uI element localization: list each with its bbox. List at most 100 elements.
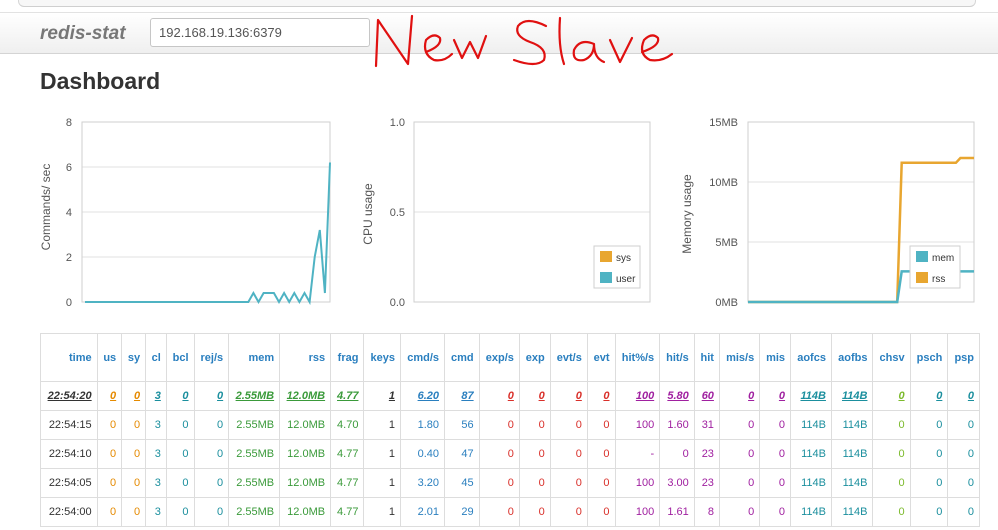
- table-cell: 0: [165, 439, 195, 469]
- table-cell: 0: [165, 410, 195, 440]
- cpu-ylabel: CPU usage: [361, 183, 375, 245]
- table-cell: 0: [947, 381, 980, 411]
- table-cell: 0: [718, 439, 761, 469]
- cpu-chart: CPU usage 1.0 0.5 0.0 sys user: [361, 117, 651, 309]
- column-header: psch: [909, 333, 949, 382]
- table-row: 22:54:10 0 0 3 0 0 2.55MB 12.0MB 4.77 1 0.40 47 0 0 0 0…: [40, 439, 980, 469]
- table-cell: 0: [478, 410, 520, 440]
- table-cell: 1: [363, 410, 401, 440]
- legend-swatch-user: [600, 272, 612, 283]
- table-cell: 100: [614, 410, 661, 440]
- handwritten-annotation: [374, 14, 674, 68]
- table-cell: 0: [121, 497, 147, 527]
- table-cell: 3.20: [399, 468, 446, 498]
- table-cell: 12.0MB: [279, 410, 332, 440]
- legend-label-sys: sys: [616, 253, 631, 264]
- tick-label: 0.5: [390, 207, 405, 219]
- table-cell: 0: [759, 410, 792, 440]
- table-cell: 22:54:15: [40, 410, 98, 440]
- table-cell: 0: [872, 381, 911, 411]
- table-cell: 0: [478, 468, 520, 498]
- table-cell: 0: [586, 468, 616, 498]
- column-header: rss: [279, 333, 332, 382]
- table-cell: 0: [165, 468, 195, 498]
- memory-grid: [748, 181, 974, 243]
- table-cell: 8: [693, 497, 720, 527]
- table-cell: 0: [718, 410, 761, 440]
- table-cell: 0: [165, 497, 195, 527]
- table-cell: 3: [145, 497, 167, 527]
- table-cell: 2.01: [399, 497, 446, 527]
- tick-label: 0.0: [390, 297, 405, 309]
- column-header: keys: [363, 333, 401, 382]
- browser-top-strip: [0, 0, 998, 10]
- table-cell: 4.77: [330, 468, 365, 498]
- table-cell: 4.77: [330, 381, 365, 411]
- tick-label: 10MB: [709, 177, 738, 189]
- cpu-ticks: 1.0 0.5 0.0: [390, 117, 405, 309]
- column-header: mis/s: [718, 333, 761, 382]
- table-row: 22:54:20 0 0 3 0 0 2.55MB 12.0MB 4.77 1 6.20 87 0 0 0 0…: [40, 381, 980, 411]
- table-cell: 22:54:20: [40, 381, 98, 411]
- table-cell: 0: [549, 439, 588, 469]
- table-cell: 45: [444, 468, 480, 498]
- column-header: hit: [693, 333, 720, 382]
- table-cell: 0: [518, 439, 551, 469]
- table-cell: 1.61: [659, 497, 695, 527]
- table-cell: 114B: [830, 410, 874, 440]
- table-cell: 0: [478, 381, 520, 411]
- table-cell: 0: [193, 468, 230, 498]
- table-cell: 22:54:00: [40, 497, 98, 527]
- table-cell: 1.80: [399, 410, 446, 440]
- table-cell: 114B: [790, 439, 832, 469]
- table-cell: 0: [872, 497, 911, 527]
- column-header: chsv: [872, 333, 911, 382]
- table-cell: 0: [549, 410, 588, 440]
- table-cell: 4.77: [330, 439, 365, 469]
- table-cell: 0: [947, 410, 980, 440]
- table-cell: 0: [872, 468, 911, 498]
- legend-label-mem: mem: [932, 253, 954, 264]
- column-header: cmd/s: [399, 333, 446, 382]
- table-row: 22:54:05 0 0 3 0 0 2.55MB 12.0MB 4.77 1 3.20 45 0 0 0 0…: [40, 468, 980, 498]
- table-cell: 0: [96, 439, 123, 469]
- table-cell: 4.77: [330, 497, 365, 527]
- legend-swatch-rss: [916, 272, 928, 283]
- table-cell: 0: [718, 468, 761, 498]
- table-header-row: time us sy cl bcl rej/s mem rss frag keys cmd/s cmd…: [40, 333, 980, 382]
- page-title: Dashboard: [40, 68, 161, 94]
- legend-label-rss: rss: [932, 274, 945, 285]
- commands-series-line: [85, 162, 331, 306]
- commands-grid: [82, 166, 330, 258]
- tick-label: 0: [66, 297, 72, 309]
- table-cell: 2.55MB: [228, 497, 281, 527]
- table-cell: 0: [947, 468, 980, 498]
- table-cell: 3: [145, 410, 167, 440]
- tick-label: 15MB: [709, 117, 738, 129]
- cpu-legend: sys user: [593, 245, 641, 289]
- column-header: aofcs: [790, 333, 832, 382]
- table-cell: 0: [659, 439, 695, 469]
- stats-table: time us sy cl bcl rej/s mem rss frag keys cmd/s cmd…: [40, 333, 980, 527]
- table-cell: 0: [121, 381, 147, 411]
- table-cell: 3: [145, 468, 167, 498]
- table-cell: 0: [586, 410, 616, 440]
- table-cell: 1: [363, 439, 401, 469]
- table-cell: 0: [518, 497, 551, 527]
- brand-logo[interactable]: redis-stat: [40, 23, 126, 44]
- host-input[interactable]: [150, 18, 370, 47]
- table-cell: 0: [947, 439, 980, 469]
- column-header: aofbs: [830, 333, 874, 382]
- table-cell: 12.0MB: [279, 439, 332, 469]
- column-header: exp: [518, 333, 551, 382]
- table-cell: 114B: [790, 468, 832, 498]
- table-cell: 3: [145, 439, 167, 469]
- table-cell: 0: [759, 497, 792, 527]
- table-cell: 12.0MB: [279, 381, 332, 411]
- column-header: exp/s: [478, 333, 520, 382]
- table-cell: 12.0MB: [279, 468, 332, 498]
- table-cell: 100: [614, 468, 661, 498]
- table-cell: 0: [872, 410, 911, 440]
- column-header: bcl: [165, 333, 195, 382]
- table-cell: 0: [96, 468, 123, 498]
